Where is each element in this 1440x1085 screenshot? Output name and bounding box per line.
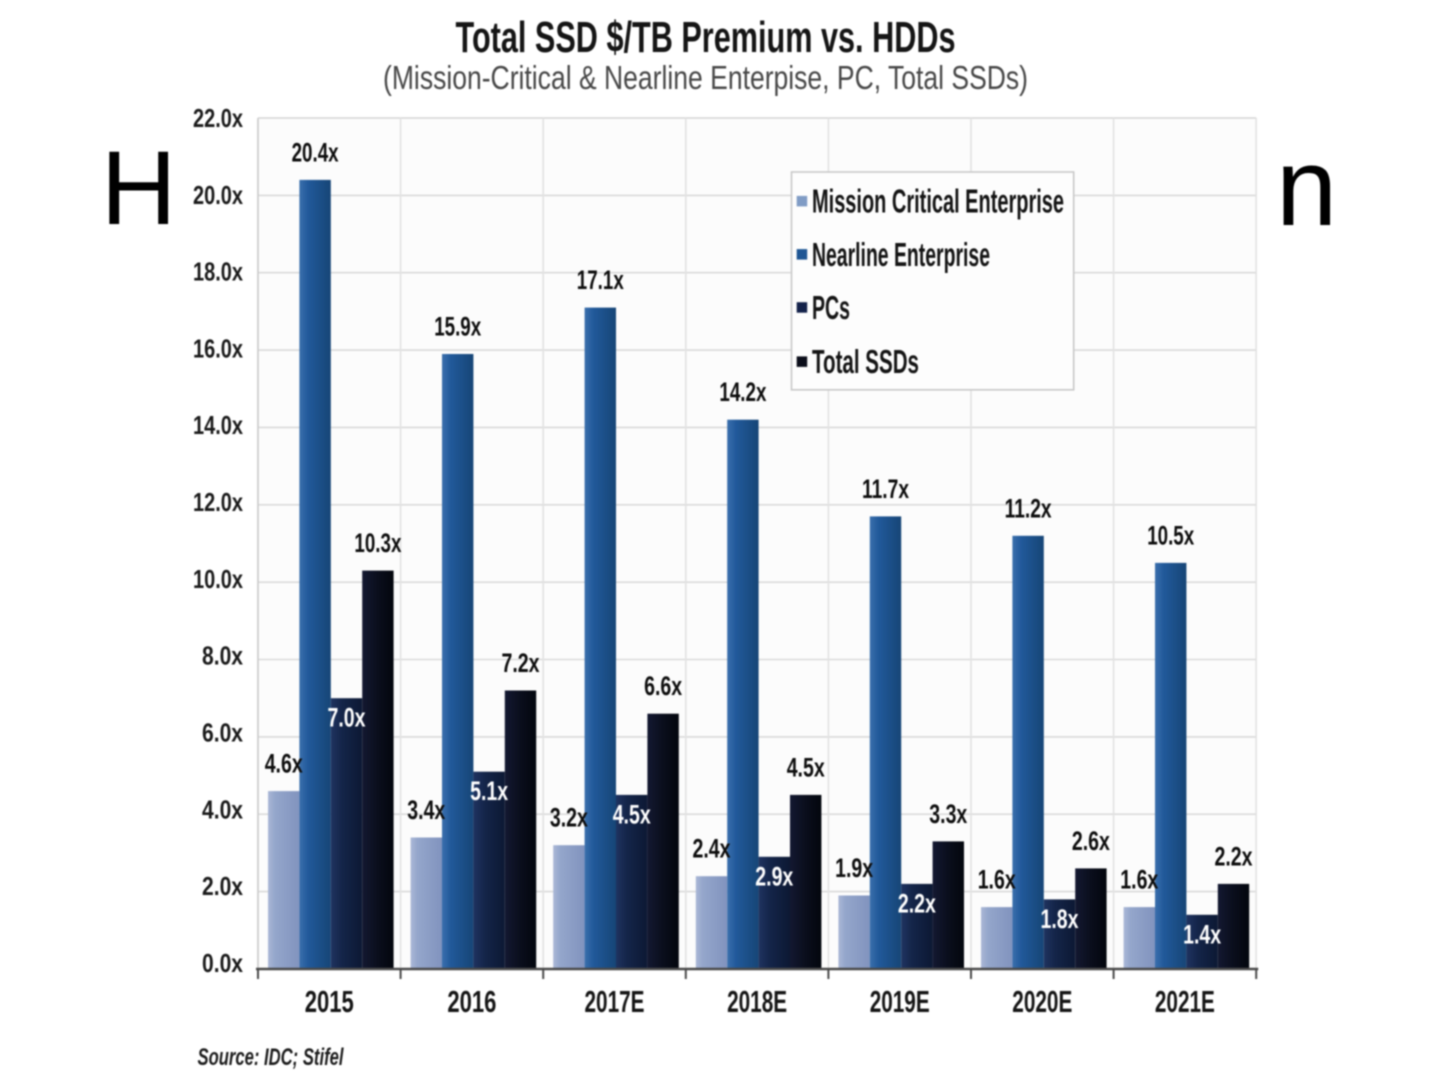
svg-text:7.0x: 7.0x (328, 703, 366, 733)
svg-text:6.0x: 6.0x (202, 718, 243, 748)
svg-text:11.7x: 11.7x (862, 474, 909, 504)
svg-text:Total SSDs: Total SSDs (812, 343, 919, 380)
svg-text:1.8x: 1.8x (1041, 904, 1079, 934)
svg-text:2.2x: 2.2x (898, 888, 936, 918)
svg-text:Mission Critical Enterprise: Mission Critical Enterprise (812, 183, 1064, 220)
svg-text:2018E: 2018E (727, 984, 787, 1019)
svg-text:20.4x: 20.4x (292, 137, 339, 167)
svg-text:2020E: 2020E (1012, 984, 1072, 1019)
svg-text:2017E: 2017E (585, 984, 645, 1019)
svg-text:17.1x: 17.1x (577, 265, 624, 295)
svg-text:PCs: PCs (812, 289, 850, 326)
svg-text:3.3x: 3.3x (929, 799, 967, 829)
svg-text:12.0x: 12.0x (193, 487, 243, 517)
svg-text:14.0x: 14.0x (193, 410, 243, 440)
svg-text:4.5x: 4.5x (787, 752, 825, 782)
svg-text:Source: IDC; Stifel: Source: IDC; Stifel (198, 1044, 345, 1071)
svg-text:10.5x: 10.5x (1147, 520, 1194, 550)
svg-text:2015: 2015 (305, 984, 354, 1019)
svg-text:2016: 2016 (447, 984, 496, 1019)
svg-text:(Mission-Critical & Nearline E: (Mission-Critical & Nearline Enterpise, … (383, 60, 1028, 97)
svg-text:3.4x: 3.4x (407, 795, 445, 825)
svg-text:10.0x: 10.0x (193, 564, 243, 594)
svg-text:6.6x: 6.6x (644, 671, 682, 701)
svg-text:10.3x: 10.3x (354, 528, 401, 558)
svg-text:3.2x: 3.2x (550, 803, 588, 833)
svg-text:1.9x: 1.9x (835, 853, 873, 883)
svg-text:14.2x: 14.2x (719, 377, 766, 407)
svg-text:7.2x: 7.2x (502, 648, 540, 678)
svg-text:4.5x: 4.5x (613, 799, 651, 829)
svg-text:5.1x: 5.1x (470, 776, 508, 806)
svg-text:0.0x: 0.0x (202, 948, 243, 978)
svg-text:4.6x: 4.6x (265, 749, 303, 779)
svg-text:H: H (101, 130, 177, 247)
svg-text:2019E: 2019E (870, 984, 930, 1019)
svg-text:18.0x: 18.0x (193, 257, 243, 287)
svg-text:16.0x: 16.0x (193, 333, 243, 363)
svg-text:4.0x: 4.0x (202, 794, 243, 824)
svg-text:22.0x: 22.0x (193, 103, 243, 133)
svg-text:Total SSD $/TB Premium vs. HDD: Total SSD $/TB Premium vs. HDDs (456, 13, 956, 62)
svg-text:15.9x: 15.9x (434, 312, 481, 342)
svg-text:2.6x: 2.6x (1072, 826, 1110, 856)
svg-text:1.6x: 1.6x (978, 865, 1016, 895)
svg-text:1.6x: 1.6x (1120, 865, 1158, 895)
svg-text:n: n (1276, 126, 1337, 249)
svg-text:1.4x: 1.4x (1183, 919, 1221, 949)
svg-text:Nearline Enterprise: Nearline Enterprise (812, 236, 990, 273)
svg-text:2.4x: 2.4x (693, 834, 731, 864)
svg-text:2021E: 2021E (1155, 984, 1215, 1019)
svg-text:8.0x: 8.0x (202, 641, 243, 671)
svg-text:2.9x: 2.9x (755, 861, 793, 891)
svg-text:11.2x: 11.2x (1005, 493, 1052, 523)
svg-text:2.2x: 2.2x (1215, 841, 1253, 871)
svg-text:2.0x: 2.0x (202, 871, 243, 901)
svg-text:20.0x: 20.0x (193, 180, 243, 210)
